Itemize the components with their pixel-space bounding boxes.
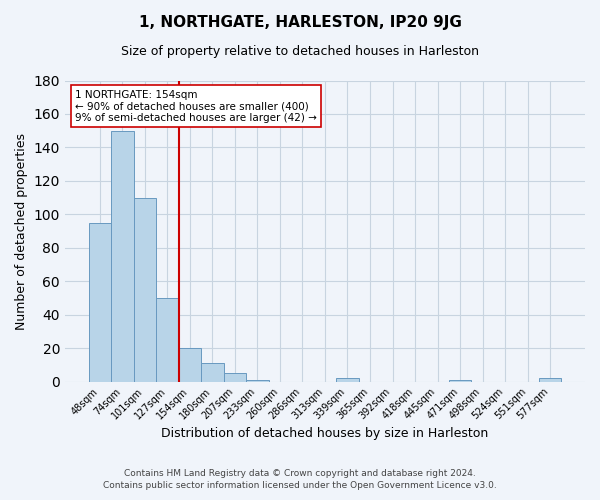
Bar <box>179 348 201 382</box>
Bar <box>539 378 562 382</box>
Text: Contains public sector information licensed under the Open Government Licence v3: Contains public sector information licen… <box>103 481 497 490</box>
X-axis label: Distribution of detached houses by size in Harleston: Distribution of detached houses by size … <box>161 427 488 440</box>
Bar <box>224 373 246 382</box>
Bar <box>134 198 156 382</box>
Bar <box>89 222 111 382</box>
Bar <box>156 298 179 382</box>
Y-axis label: Number of detached properties: Number of detached properties <box>15 132 28 330</box>
Bar <box>449 380 472 382</box>
Bar <box>336 378 359 382</box>
Text: Contains HM Land Registry data © Crown copyright and database right 2024.: Contains HM Land Registry data © Crown c… <box>124 468 476 477</box>
Bar <box>111 130 134 382</box>
Text: 1, NORTHGATE, HARLESTON, IP20 9JG: 1, NORTHGATE, HARLESTON, IP20 9JG <box>139 15 461 30</box>
Text: 1 NORTHGATE: 154sqm
← 90% of detached houses are smaller (400)
9% of semi-detach: 1 NORTHGATE: 154sqm ← 90% of detached ho… <box>76 90 317 122</box>
Bar <box>201 363 224 382</box>
Bar <box>246 380 269 382</box>
Text: Size of property relative to detached houses in Harleston: Size of property relative to detached ho… <box>121 45 479 58</box>
